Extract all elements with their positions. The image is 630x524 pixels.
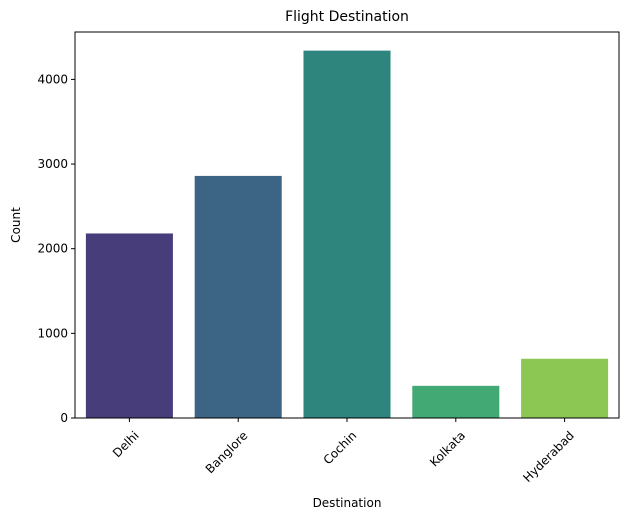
y-axis-title: Count [9, 207, 23, 243]
x-tick-label: Delhi [110, 428, 142, 460]
y-tick-label: 2000 [37, 242, 68, 256]
y-tick-label: 0 [60, 411, 68, 425]
x-tick-label: Cochin [321, 428, 360, 467]
bar-hyderabad [521, 358, 609, 418]
bar-cochin [303, 50, 391, 419]
x-axis-title: Destination [313, 496, 382, 510]
y-tick-label: 4000 [37, 72, 68, 86]
x-tick-label: Hyderabad [520, 428, 577, 485]
bar-delhi [85, 233, 173, 418]
bar-kolkata [412, 385, 500, 418]
bar-banglore [194, 175, 282, 418]
chart-title: Flight Destination [285, 9, 409, 25]
x-tick-label: Kolkata [427, 428, 468, 469]
x-tick-label: Banglore [203, 428, 251, 476]
y-tick-label: 1000 [37, 326, 68, 340]
y-tick-label: 3000 [37, 157, 68, 171]
